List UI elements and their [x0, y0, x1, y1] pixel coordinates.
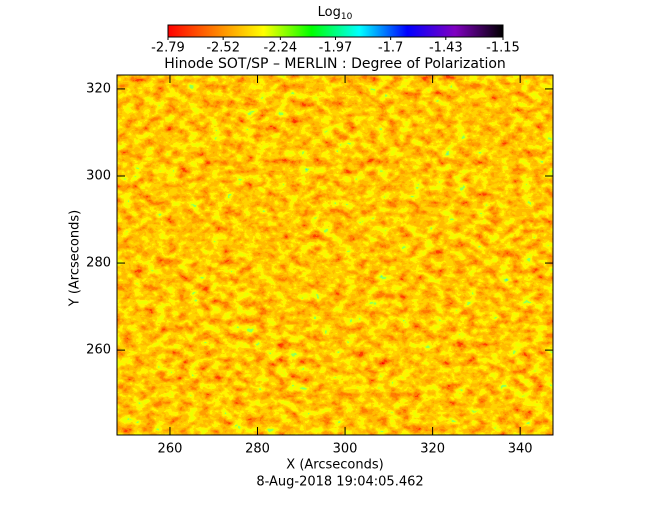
x-tick-label: 340: [508, 442, 533, 457]
x-tick-label: 280: [245, 442, 270, 457]
y-tick-label: 280: [86, 256, 111, 271]
colorbar-tick-label: -2.52: [206, 41, 240, 56]
footer: 8-Aug-2018 19:04:05.462: [256, 475, 423, 490]
colorbar-label: Log10: [318, 5, 353, 22]
x-tick-label: 260: [158, 442, 183, 457]
x-tick-label: 320: [420, 442, 445, 457]
colorbar-tick-label: -1.15: [486, 41, 520, 56]
colorbar-tick-label: -2.24: [264, 41, 298, 56]
colorbar: [167, 24, 504, 38]
plot-frame: [116, 74, 554, 436]
y-tick-label: 300: [86, 168, 111, 183]
heatmap-image: [117, 75, 553, 435]
y-tick-label: 260: [86, 343, 111, 358]
chart-title: Hinode SOT/SP – MERLIN : Degree of Polar…: [164, 56, 506, 72]
colorbar-tick-label: -1.97: [319, 41, 353, 56]
y-tick-label: 320: [86, 81, 111, 96]
colorbar-tick-label: -1.43: [429, 41, 463, 56]
x-axis-label: X (Arcseconds): [286, 458, 383, 473]
x-tick-label: 300: [333, 442, 358, 457]
colorbar-tick-label: -2.79: [151, 41, 185, 56]
y-axis-label: Y (Arcseconds): [68, 210, 83, 307]
colorbar-tick-label: -1.7: [378, 41, 403, 56]
